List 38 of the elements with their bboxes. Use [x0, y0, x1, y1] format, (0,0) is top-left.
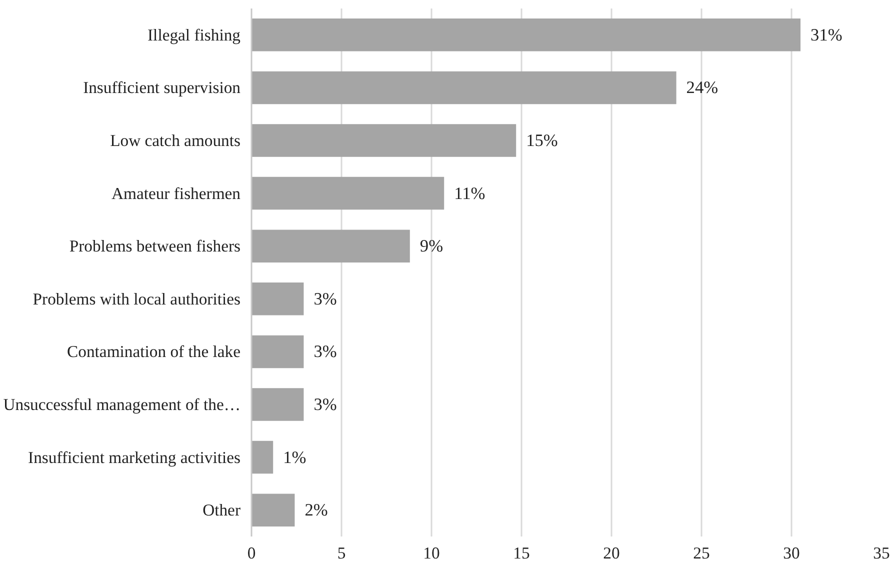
y-tick-label: Insufficient marketing activities: [28, 448, 241, 467]
y-tick-label: Problems with local authorities: [32, 289, 241, 308]
data-label: 15%: [526, 131, 558, 150]
data-label: 9%: [420, 236, 444, 256]
y-tick-label: Amateur fishermen: [111, 184, 242, 203]
data-label: 1%: [283, 448, 306, 467]
bar: [252, 18, 800, 52]
bar: [252, 282, 304, 316]
x-tick-label: 15: [513, 544, 530, 561]
x-tick-label: 10: [423, 544, 440, 561]
data-label: 3%: [314, 289, 337, 308]
x-tick-label: 30: [783, 544, 800, 561]
bar: [252, 440, 274, 474]
x-tick-label: 20: [603, 544, 620, 561]
bar: [252, 230, 410, 262]
data-label: 24%: [686, 78, 718, 98]
bar: [252, 335, 304, 368]
y-tick-label: Insufficient supervision: [83, 78, 242, 98]
bar: [252, 124, 516, 157]
bar: [252, 494, 295, 526]
y-tick-label: Other: [202, 500, 241, 520]
y-tick-label: Contamination of the lake: [67, 342, 241, 362]
y-tick-label: Problems between fishers: [69, 236, 241, 256]
x-tick-label: 5: [337, 544, 346, 561]
x-tick-label: 35: [873, 544, 890, 561]
data-label: 3%: [314, 395, 337, 414]
bar: [252, 388, 304, 421]
data-label: 3%: [314, 342, 337, 362]
y-tick-label: Unsuccessful management of the…: [3, 395, 241, 414]
x-tick-label: 25: [693, 544, 710, 561]
bar: [252, 176, 444, 210]
data-label: 31%: [810, 25, 842, 44]
data-label: 11%: [454, 184, 486, 203]
y-tick-label: Illegal fishing: [148, 25, 242, 44]
bar: [252, 71, 676, 104]
y-tick-label: Low catch amounts: [110, 131, 240, 150]
data-label: 2%: [304, 500, 328, 520]
x-tick-label: 0: [247, 544, 256, 561]
